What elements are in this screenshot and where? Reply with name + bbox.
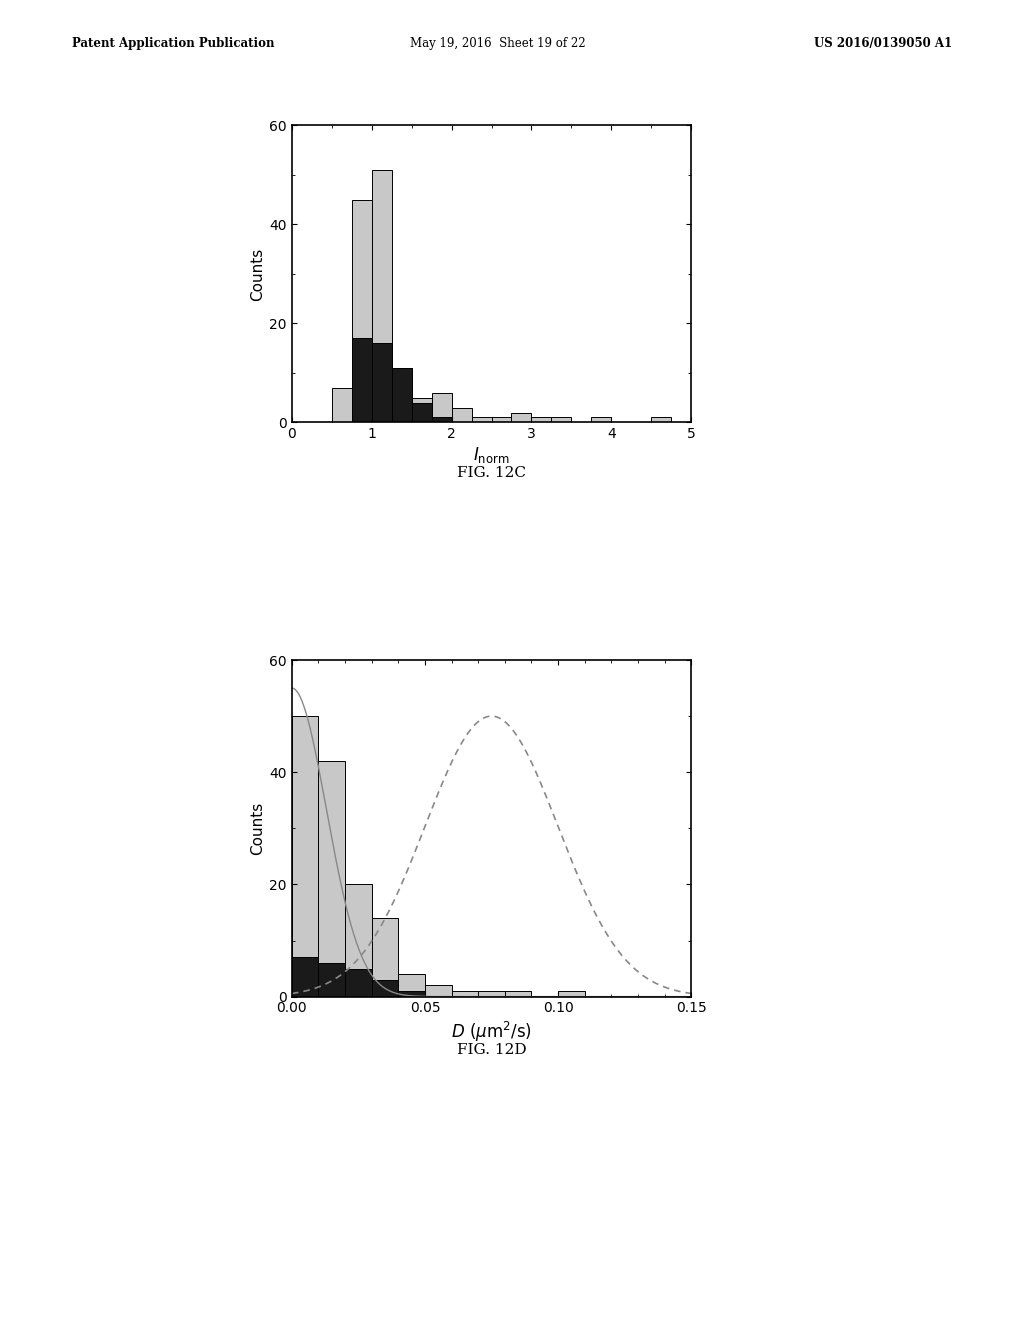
Bar	[505, 991, 531, 997]
Text: US 2016/0139050 A1: US 2016/0139050 A1	[814, 37, 952, 50]
Bar	[558, 991, 585, 997]
Bar	[412, 403, 432, 422]
Text: FIG. 12D: FIG. 12D	[457, 1043, 526, 1057]
Bar	[391, 368, 412, 422]
Bar	[512, 412, 531, 422]
Bar	[332, 388, 352, 422]
Bar	[432, 393, 452, 422]
Bar	[352, 338, 372, 422]
Bar	[398, 974, 425, 997]
X-axis label: $\it{D}\ (\mu\rm{m}^2/\rm{s})$: $\it{D}\ (\mu\rm{m}^2/\rm{s})$	[452, 1019, 531, 1044]
Bar	[452, 991, 478, 997]
Bar	[432, 417, 452, 422]
Bar	[452, 408, 471, 422]
Bar	[492, 417, 512, 422]
Bar	[425, 985, 452, 997]
Bar	[318, 964, 345, 997]
Bar	[651, 417, 672, 422]
Bar	[372, 979, 398, 997]
Bar	[352, 199, 372, 422]
Bar	[372, 919, 398, 997]
Bar	[391, 368, 412, 422]
Bar	[592, 417, 611, 422]
Bar	[372, 343, 391, 422]
Bar	[292, 957, 318, 997]
Bar	[412, 397, 432, 422]
Bar	[372, 170, 391, 422]
Bar	[551, 417, 571, 422]
X-axis label: $\it{I}_{\rm{norm}}$: $\it{I}_{\rm{norm}}$	[473, 445, 510, 466]
Text: May 19, 2016  Sheet 19 of 22: May 19, 2016 Sheet 19 of 22	[410, 37, 586, 50]
Bar	[478, 991, 505, 997]
Y-axis label: Counts: Counts	[250, 247, 265, 301]
Bar	[345, 969, 372, 997]
Text: Patent Application Publication: Patent Application Publication	[72, 37, 274, 50]
Bar	[531, 417, 551, 422]
Bar	[345, 884, 372, 997]
Bar	[471, 417, 492, 422]
Text: FIG. 12C: FIG. 12C	[457, 466, 526, 480]
Y-axis label: Counts: Counts	[250, 801, 265, 855]
Bar	[398, 991, 425, 997]
Bar	[292, 715, 318, 997]
Bar	[318, 760, 345, 997]
